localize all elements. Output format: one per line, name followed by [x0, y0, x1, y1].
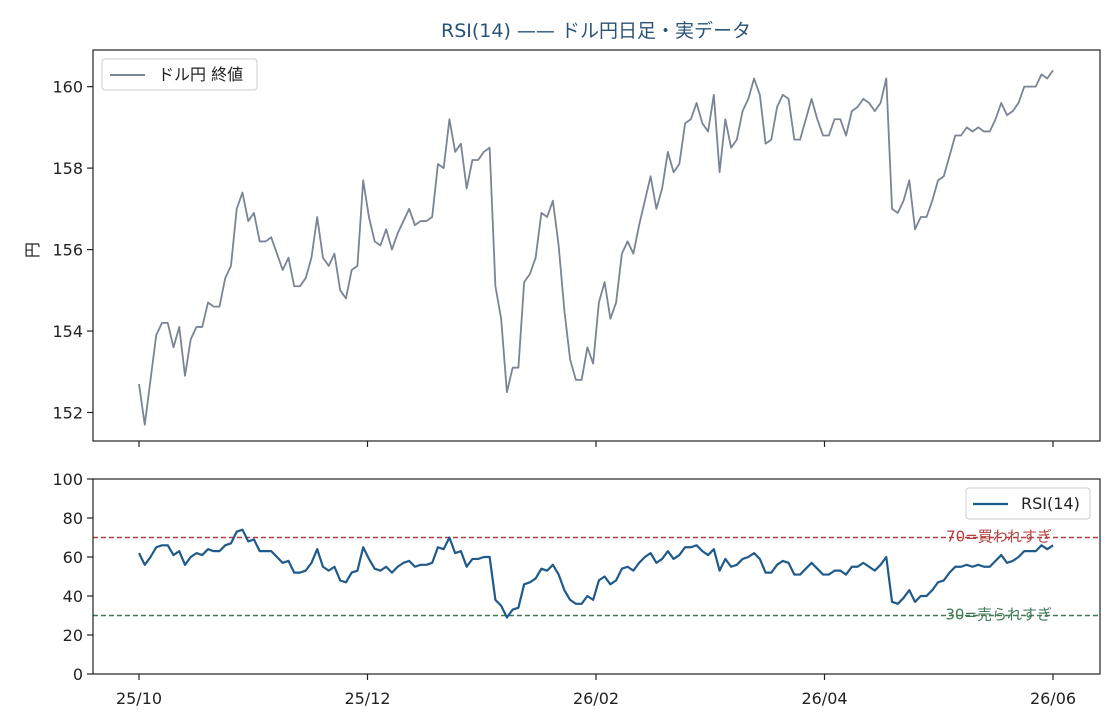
x-tick-label: 26/02	[573, 689, 619, 708]
price-y-label: 円	[23, 242, 42, 258]
price-y-tick-label: 158	[52, 159, 83, 178]
price-x-axis-ticks	[138, 441, 1054, 447]
price-legend: ドル円 終値	[101, 58, 258, 91]
price-series-line	[138, 69, 1054, 426]
price-legend-label: ドル円 終値	[158, 65, 243, 84]
price-panel: 152 154 156 158 160 円 ドル円 終値	[23, 49, 1101, 447]
rsi-y-axis: 0 20 40 60 80 100	[52, 470, 93, 684]
overbought-label: 70=買われすぎ	[946, 528, 1052, 546]
price-y-tick-label: 152	[52, 403, 83, 422]
price-y-axis: 152 154 156 158 160	[52, 78, 93, 422]
x-tick-label: 26/04	[801, 689, 847, 708]
rsi-x-axis: 25/10 25/12 26/02 26/04 26/06	[116, 674, 1076, 708]
rsi-panel: 0 20 40 60 80 100 25/10 25/12 26/02 26/04 26/06 7…	[52, 470, 1101, 708]
rsi-legend-box	[965, 487, 1091, 520]
rsi-plot-frame	[92, 478, 1101, 675]
rsi-y-tick-label: 60	[63, 548, 83, 567]
rsi-y-tick-label: 40	[63, 587, 83, 606]
price-legend-box	[101, 58, 258, 91]
rsi-y-tick-label: 80	[63, 509, 83, 528]
price-y-tick-label: 154	[52, 322, 83, 341]
rsi-y-tick-label: 20	[63, 626, 83, 645]
price-plot-frame	[92, 49, 1101, 442]
rsi-y-tick-label: 0	[73, 665, 83, 684]
rsi-legend: RSI(14)	[965, 487, 1091, 520]
x-tick-label: 25/10	[116, 689, 162, 708]
price-y-tick-label: 156	[52, 241, 83, 260]
chart-title: RSI(14) —— ドル円日足・実データ	[441, 20, 751, 42]
price-y-tick-label: 160	[52, 78, 83, 97]
oversold-label: 30=売られすぎ	[945, 606, 1052, 624]
x-tick-label: 26/06	[1030, 689, 1076, 708]
rsi-series-line	[138, 528, 1054, 619]
rsi-y-tick-label: 100	[52, 470, 83, 489]
rsi-legend-label: RSI(14)	[1021, 494, 1080, 513]
x-tick-label: 25/12	[344, 689, 390, 708]
